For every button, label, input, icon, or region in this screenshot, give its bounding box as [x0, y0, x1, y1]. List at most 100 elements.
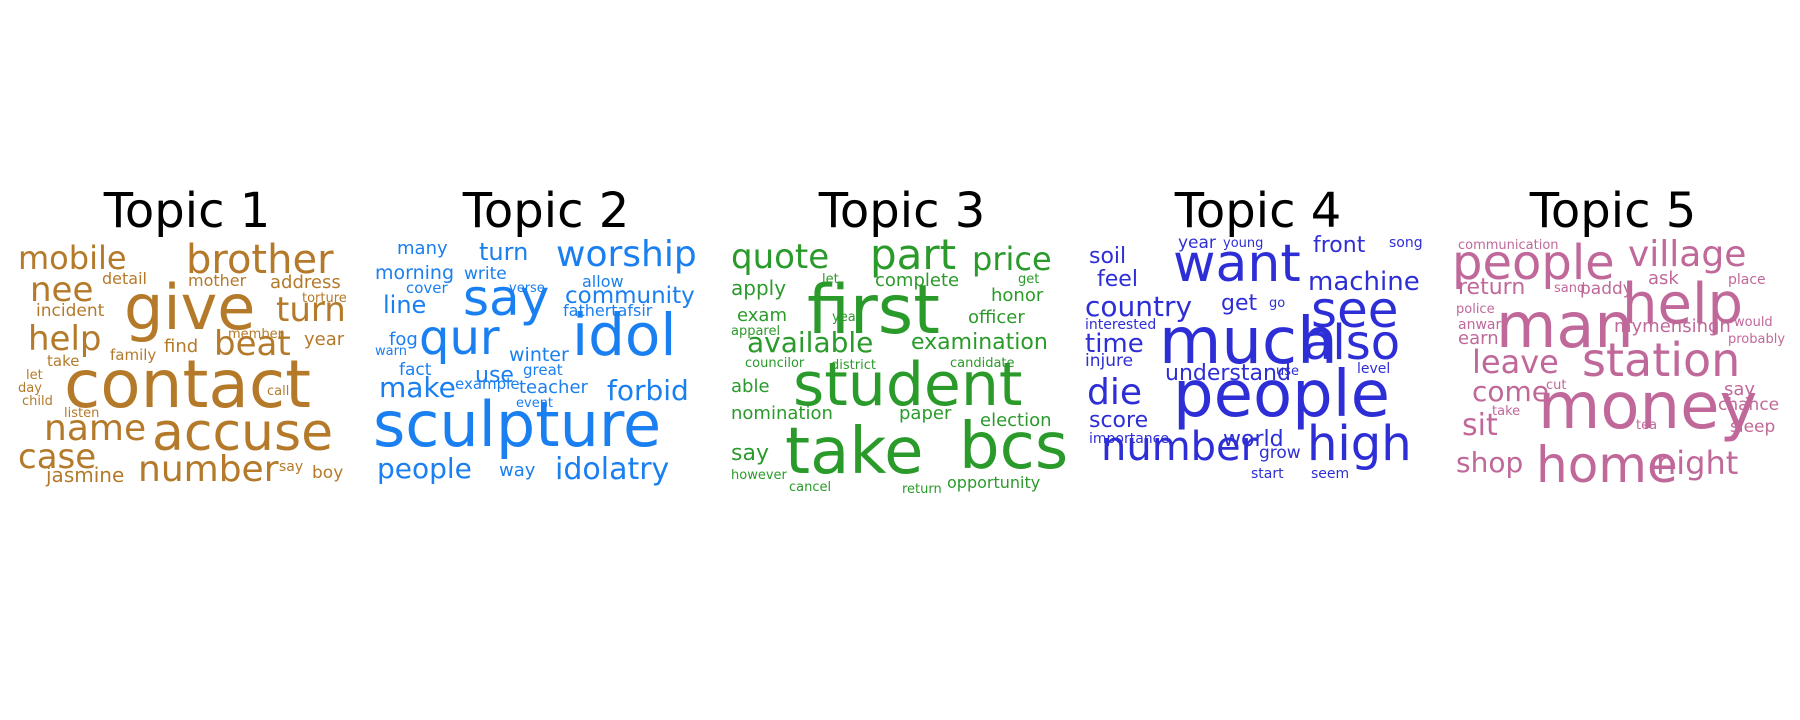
topic-2-word: use [475, 363, 514, 388]
topic-3-word: bcs [959, 410, 1069, 484]
topic-1-word: day [18, 381, 42, 396]
topic-1-word: address [270, 272, 341, 293]
topic-4-panel: Topic 4 year young front song soil want feel ma… [1083, 185, 1433, 495]
topic-5-word: earn [1458, 328, 1499, 349]
topic-3-word: able [731, 376, 770, 397]
topic-3-word: district [831, 358, 876, 373]
topic-4-word: much [1159, 305, 1338, 379]
topic-4-word: use [1276, 364, 1300, 379]
topic-2-word: fact [399, 360, 432, 380]
topic-2-panel: Topic 2 many turn worship morning write cover… [371, 185, 721, 495]
topic-1-word: member [228, 327, 283, 342]
topic-1-word: contact [64, 346, 311, 423]
topic-4-word: see [1311, 281, 1399, 339]
topic-5-word: probably [1728, 332, 1786, 347]
topic-2-word: forbid [607, 374, 689, 407]
topic-4-word: young [1223, 236, 1264, 251]
topic-2-word: qur [419, 310, 500, 366]
topic-5-word: help [1622, 272, 1744, 337]
topic-5-wordcloud: communication people village ask place return… [1438, 185, 1788, 495]
topic-5-word: paddy [1580, 279, 1633, 299]
topic-3-word: honor [991, 285, 1044, 306]
topic-4-word: front [1313, 233, 1366, 258]
topic-3-word: examination [911, 330, 1048, 355]
topic-3-word: quote [731, 237, 830, 277]
topic-1-word: mobile [18, 239, 127, 277]
topic-2-word: worship [556, 234, 697, 275]
topic-1-word: say [279, 459, 304, 475]
topic-3-wordcloud: quote part price let complete get apply first ho… [727, 185, 1077, 497]
topic-3-word: student [793, 350, 1023, 420]
topic-1-word: child [22, 394, 53, 409]
topic-3-word: complete [875, 270, 960, 291]
topic-2-word: idolatry [555, 452, 670, 487]
topic-4-word: understand [1165, 361, 1291, 386]
topic-1-word: beat [214, 324, 291, 364]
topic-5-word: cut [1546, 378, 1567, 393]
topic-2-title: Topic 2 [462, 183, 630, 239]
topic-3-word: apply [731, 276, 787, 300]
topic-3-word: opportunity [947, 473, 1041, 492]
topic-2-word: cover [406, 279, 448, 297]
topic-2-word: verse [509, 281, 545, 296]
topic-5-word: tea [1636, 418, 1658, 433]
topic-1-word: call [267, 384, 290, 399]
topic-4-word: world [1223, 427, 1284, 452]
topic-4-word: people [1173, 358, 1390, 432]
topic-1-title: Topic 1 [103, 183, 271, 239]
topic-2-word: morning [375, 262, 455, 284]
topic-5-word: leave [1472, 343, 1559, 381]
topic-5-word: return [1458, 275, 1526, 300]
topic-1-word: jasmine [46, 463, 125, 487]
topic-2-word: fathertafsir [563, 301, 653, 320]
topic-3-word: get [1018, 272, 1040, 287]
topic-2-word: teacher [519, 377, 588, 398]
topic-3-word: exam [737, 305, 787, 326]
topic-1-word: let [26, 368, 43, 383]
topic-3-word: return [902, 482, 942, 497]
topic-3-word: candidate [950, 356, 1015, 371]
topic-4-title: Topic 4 [1174, 183, 1342, 239]
topic-5-word: money [1538, 370, 1758, 444]
topic-3-word: let [822, 272, 839, 287]
topic-1-word: torture [302, 291, 347, 306]
topic-4-word: get [1221, 291, 1258, 316]
topic-1-word: take [47, 352, 80, 370]
topic-2-word: make [379, 371, 456, 404]
topic-3-word: year [832, 310, 862, 325]
topic-2-wordcloud: many turn worship morning write cover verse all… [371, 185, 721, 495]
topic-5-word: village [1628, 234, 1747, 275]
topic-4-word: start [1251, 466, 1284, 482]
topic-2-word: fog [389, 329, 418, 350]
topic-3-word: available [747, 326, 874, 359]
topic-4-word: go [1269, 296, 1286, 311]
topic-5-panel: Topic 5 communication people village ask pla… [1438, 185, 1788, 495]
topic-4-word: grow [1259, 443, 1301, 463]
topic-1-panel: Topic 1 mobile brother nee give detail mother… [12, 185, 362, 495]
topic-2-word: community [565, 283, 695, 309]
topic-4-word: also [1303, 315, 1401, 371]
topic-4-word: interested [1085, 317, 1157, 333]
topic-3-word: apparel [731, 324, 781, 339]
topic-5-word: sand [1554, 281, 1586, 296]
topic-2-word: write [464, 264, 507, 284]
topic-5-word: chance [1718, 395, 1780, 415]
topic-5-word: anwar [1458, 317, 1502, 333]
topic-1-word: brother [186, 237, 334, 283]
topic-3-word: part [870, 230, 957, 279]
topic-1-word: listen [64, 406, 100, 421]
topic-4-word: feel [1097, 267, 1138, 292]
topic-2-word: say [463, 269, 550, 327]
topic-4-word: want [1173, 234, 1301, 294]
topic-5-word: mymensingh [1614, 316, 1731, 337]
topic-5-word: people [1452, 235, 1615, 291]
topic-5-word: would [1734, 315, 1773, 330]
topic-1-word: name [44, 408, 147, 449]
topic-4-word: injure [1085, 351, 1134, 371]
topic-5-word: ask [1648, 268, 1679, 289]
topic-3-word: say [731, 441, 769, 466]
topic-2-word: line [383, 291, 427, 319]
topic-4-word: importance [1089, 431, 1169, 447]
topic-3-word: price [972, 240, 1052, 278]
topic-1-word: detail [102, 269, 147, 288]
